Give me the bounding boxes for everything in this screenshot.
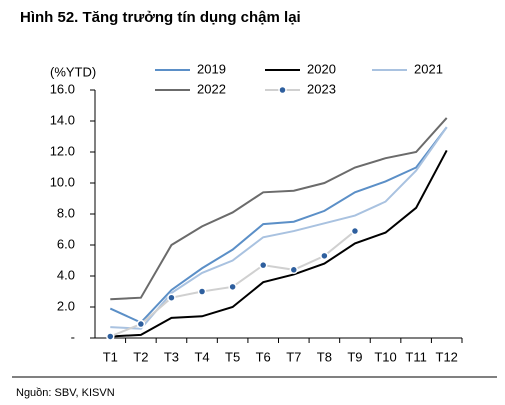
x-tick-label: T5 <box>225 349 240 364</box>
marker <box>289 265 299 275</box>
x-tick-label: T6 <box>256 349 271 364</box>
x-tick-label: T9 <box>347 349 362 364</box>
y-tick-label: 4.0 <box>57 267 75 282</box>
marker <box>136 319 146 329</box>
x-tick-label: T2 <box>133 349 148 364</box>
y-tick-label: 14.0 <box>50 112 75 127</box>
series-line <box>110 117 448 301</box>
legend-label: 2020 <box>307 61 336 76</box>
x-tick-label: T8 <box>317 349 332 364</box>
legend-label: 2022 <box>197 81 226 96</box>
chart-title: Hình 52. Tăng trưởng tín dụng chậm lại <box>20 9 301 26</box>
series-line <box>109 126 448 324</box>
y-tick-label: 6.0 <box>57 236 75 251</box>
y-tick-label: 12.0 <box>50 143 75 158</box>
marker <box>197 287 207 296</box>
marker <box>320 251 329 261</box>
series-line <box>110 149 448 338</box>
marker <box>350 226 360 236</box>
x-tick-label: T11 <box>405 349 426 364</box>
legend-marker <box>278 85 287 95</box>
marker <box>228 282 237 292</box>
x-tick-label: T12 <box>436 349 458 364</box>
legend-label: 2023 <box>307 81 336 96</box>
y-tick-label: 8.0 <box>57 205 75 220</box>
y-tick-label: 16.0 <box>50 81 75 96</box>
x-tick-label: T1 <box>103 349 118 364</box>
source: Nguồn: SBV, KISVN <box>16 387 115 399</box>
x-tick-label: T10 <box>374 349 396 364</box>
x-tick-label: T4 <box>194 349 209 364</box>
y-axis-label: (%YTD) <box>50 64 96 79</box>
marker <box>106 332 115 341</box>
y-tick-label: - <box>71 329 75 344</box>
marker <box>167 293 176 302</box>
series-line <box>110 126 448 330</box>
legend-label: 2019 <box>197 61 226 76</box>
x-tick-label: T7 <box>286 349 301 364</box>
marker <box>258 260 268 270</box>
x-tick-label: T3 <box>164 349 179 364</box>
y-tick-label: 2.0 <box>57 298 75 313</box>
legend-label: 2021 <box>414 61 443 76</box>
y-tick-label: 10.0 <box>50 174 75 189</box>
